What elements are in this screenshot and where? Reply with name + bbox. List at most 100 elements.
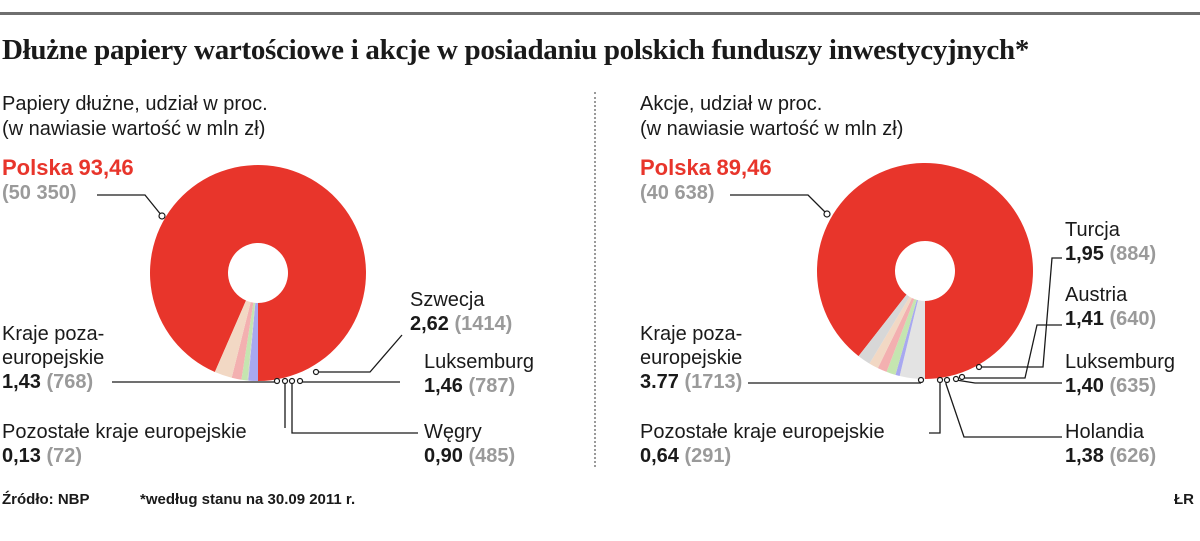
right-kraje-value: (1713) <box>684 371 743 393</box>
right-austria-pct: 1,41 <box>1065 308 1104 330</box>
panel-divider <box>594 92 596 467</box>
left-label-wegry: Węgry 0,90 (485) <box>424 420 515 468</box>
left-label-szwecja: Szwecja 2,62 (1414) <box>410 288 512 336</box>
right-austria-value: (640) <box>1109 308 1157 330</box>
dot-left-kraje <box>273 377 281 385</box>
left-kraje-name-line2: europejskie <box>2 347 105 369</box>
left-label-luksemburg: Luksemburg 1,46 (787) <box>424 350 534 398</box>
leader-right-turcja <box>979 257 1062 368</box>
slice-left-wegry <box>241 302 256 381</box>
dot-left-szwecja <box>312 368 320 376</box>
leader-lines <box>97 194 1062 438</box>
right-subtitle-line2: (w nawiasie wartość w mln zł) <box>640 118 904 140</box>
top-rule <box>0 12 1200 15</box>
left-szwecja-name: Szwecja <box>410 289 485 311</box>
dot-left-pozostale <box>281 377 289 385</box>
right-label-luksemburg: Luksemburg 1,40 (635) <box>1065 350 1175 398</box>
right-holandia-value: (626) <box>1109 445 1157 467</box>
right-kraje-name-line1: Kraje poza- <box>640 323 743 345</box>
dot-right-kraje <box>917 376 925 384</box>
leader-dots <box>158 210 983 385</box>
left-subtitle-line2: (w nawiasie wartość w mln zł) <box>2 118 266 140</box>
slice-right-austria <box>869 296 912 369</box>
dot-left-luksemburg <box>296 377 304 385</box>
right-austria-name: Austria <box>1065 284 1128 306</box>
left-label-pozostale: Pozostałe kraje europejskie 0,13 (72) <box>2 420 247 468</box>
leader-left-wegry <box>291 382 418 434</box>
dot-right-holandia <box>943 376 951 384</box>
leader-right-polska <box>730 194 828 215</box>
right-polska-value: (40 638) <box>640 182 715 204</box>
leader-left-polska <box>97 194 163 217</box>
right-turcja-name: Turcja <box>1065 219 1120 241</box>
leader-right-pozostale <box>929 380 941 434</box>
right-kraje-name-line2: europejskie <box>640 347 743 369</box>
left-polska-value: (50 350) <box>2 182 77 204</box>
left-pozostale-pct: 0,13 <box>2 445 41 467</box>
left-pozostale-name: Pozostałe kraje europejskie <box>2 421 247 443</box>
right-pozostale-pct: 0,64 <box>640 445 679 467</box>
right-label-turcja: Turcja 1,95 (884) <box>1065 218 1156 266</box>
right-holandia-name: Holandia <box>1065 421 1144 443</box>
dot-right-turcja <box>975 363 983 371</box>
left-label-polska: Polska 93,46 (50 350) <box>2 156 134 205</box>
equity-donut <box>816 163 1033 379</box>
left-luksemburg-name: Luksemburg <box>424 351 535 373</box>
dot-right-austria <box>958 373 966 381</box>
right-kraje-pct: 3.77 <box>640 371 679 393</box>
right-luksemburg-pct: 1,40 <box>1065 375 1104 397</box>
left-subtitle: Papiery dłużne, udział w proc. (w nawias… <box>2 92 268 142</box>
slice-right-polska <box>816 163 1033 379</box>
right-luksemburg-value: (635) <box>1109 375 1157 397</box>
right-polska-name: Polska <box>640 155 711 180</box>
right-label-austria: Austria 1,41 (640) <box>1065 283 1156 331</box>
right-label-holandia: Holandia 1,38 (626) <box>1065 420 1156 468</box>
left-kraje-name-line1: Kraje poza- <box>2 323 105 345</box>
left-szwecja-value: (1414) <box>454 313 513 335</box>
slice-right-luksemburg <box>877 297 915 372</box>
left-luksemburg-value: (787) <box>468 375 516 397</box>
date-footnote: *według stanu na 30.09 2011 r. <box>140 491 356 508</box>
left-wegry-pct: 0,90 <box>424 445 463 467</box>
left-label-kraje: Kraje poza- europejskie 1,43 (768) <box>2 322 104 394</box>
right-holandia-pct: 1,38 <box>1065 445 1104 467</box>
left-kraje-pct: 1,43 <box>2 371 41 393</box>
dot-right-pozostale <box>936 376 944 384</box>
slice-left-pozostale-kraje-europejskie <box>247 302 256 381</box>
left-polska-name: Polska <box>2 155 73 180</box>
author-credit: ŁR <box>1174 491 1194 508</box>
slice-left-polska <box>150 164 367 381</box>
dot-right-luksemburg <box>952 375 960 383</box>
right-label-polska: Polska 89,46 (40 638) <box>640 156 772 205</box>
slice-right-holandia <box>886 299 917 375</box>
right-label-pozostale: Pozostałe kraje europejskie 0,64 (291) <box>640 420 885 468</box>
slice-left-kraje-poza-europejskie <box>248 302 258 381</box>
left-szwecja-pct: 2,62 <box>410 313 449 335</box>
chart-title: Dłużne papiery wartościowe i akcje w pos… <box>2 34 1030 66</box>
dot-left-wegry <box>288 377 296 385</box>
right-turcja-value: (884) <box>1109 243 1157 265</box>
left-kraje-value: (768) <box>46 371 94 393</box>
dot-right-polska <box>823 210 831 218</box>
slice-left-szwecja <box>214 300 251 378</box>
dot-left-polska <box>158 212 166 220</box>
right-label-kraje: Kraje poza- europejskie 3.77 (1713) <box>640 322 742 394</box>
left-pozostale-value: (72) <box>46 445 83 467</box>
left-subtitle-line1: Papiery dłużne, udział w proc. <box>2 93 268 115</box>
leader-left-szwecja <box>316 334 403 373</box>
left-polska-pct: 93,46 <box>78 155 134 180</box>
leader-right-luksemburg <box>955 379 1062 384</box>
slice-right-turcja <box>858 294 910 364</box>
right-subtitle: Akcje, udział w proc. (w nawiasie wartoś… <box>640 92 903 142</box>
right-pozostale-value: (291) <box>684 445 732 467</box>
left-wegry-value: (485) <box>468 445 516 467</box>
left-luksemburg-pct: 1,46 <box>424 375 463 397</box>
right-luksemburg-name: Luksemburg <box>1065 351 1176 373</box>
slice-right-kraje-poza-europejskie <box>899 300 925 379</box>
slice-left-luksemburg <box>231 302 254 380</box>
leader-right-austria <box>962 324 1062 379</box>
right-subtitle-line1: Akcje, udział w proc. <box>640 93 823 115</box>
left-wegry-name: Węgry <box>424 421 482 443</box>
right-polska-pct: 89,46 <box>716 155 772 180</box>
